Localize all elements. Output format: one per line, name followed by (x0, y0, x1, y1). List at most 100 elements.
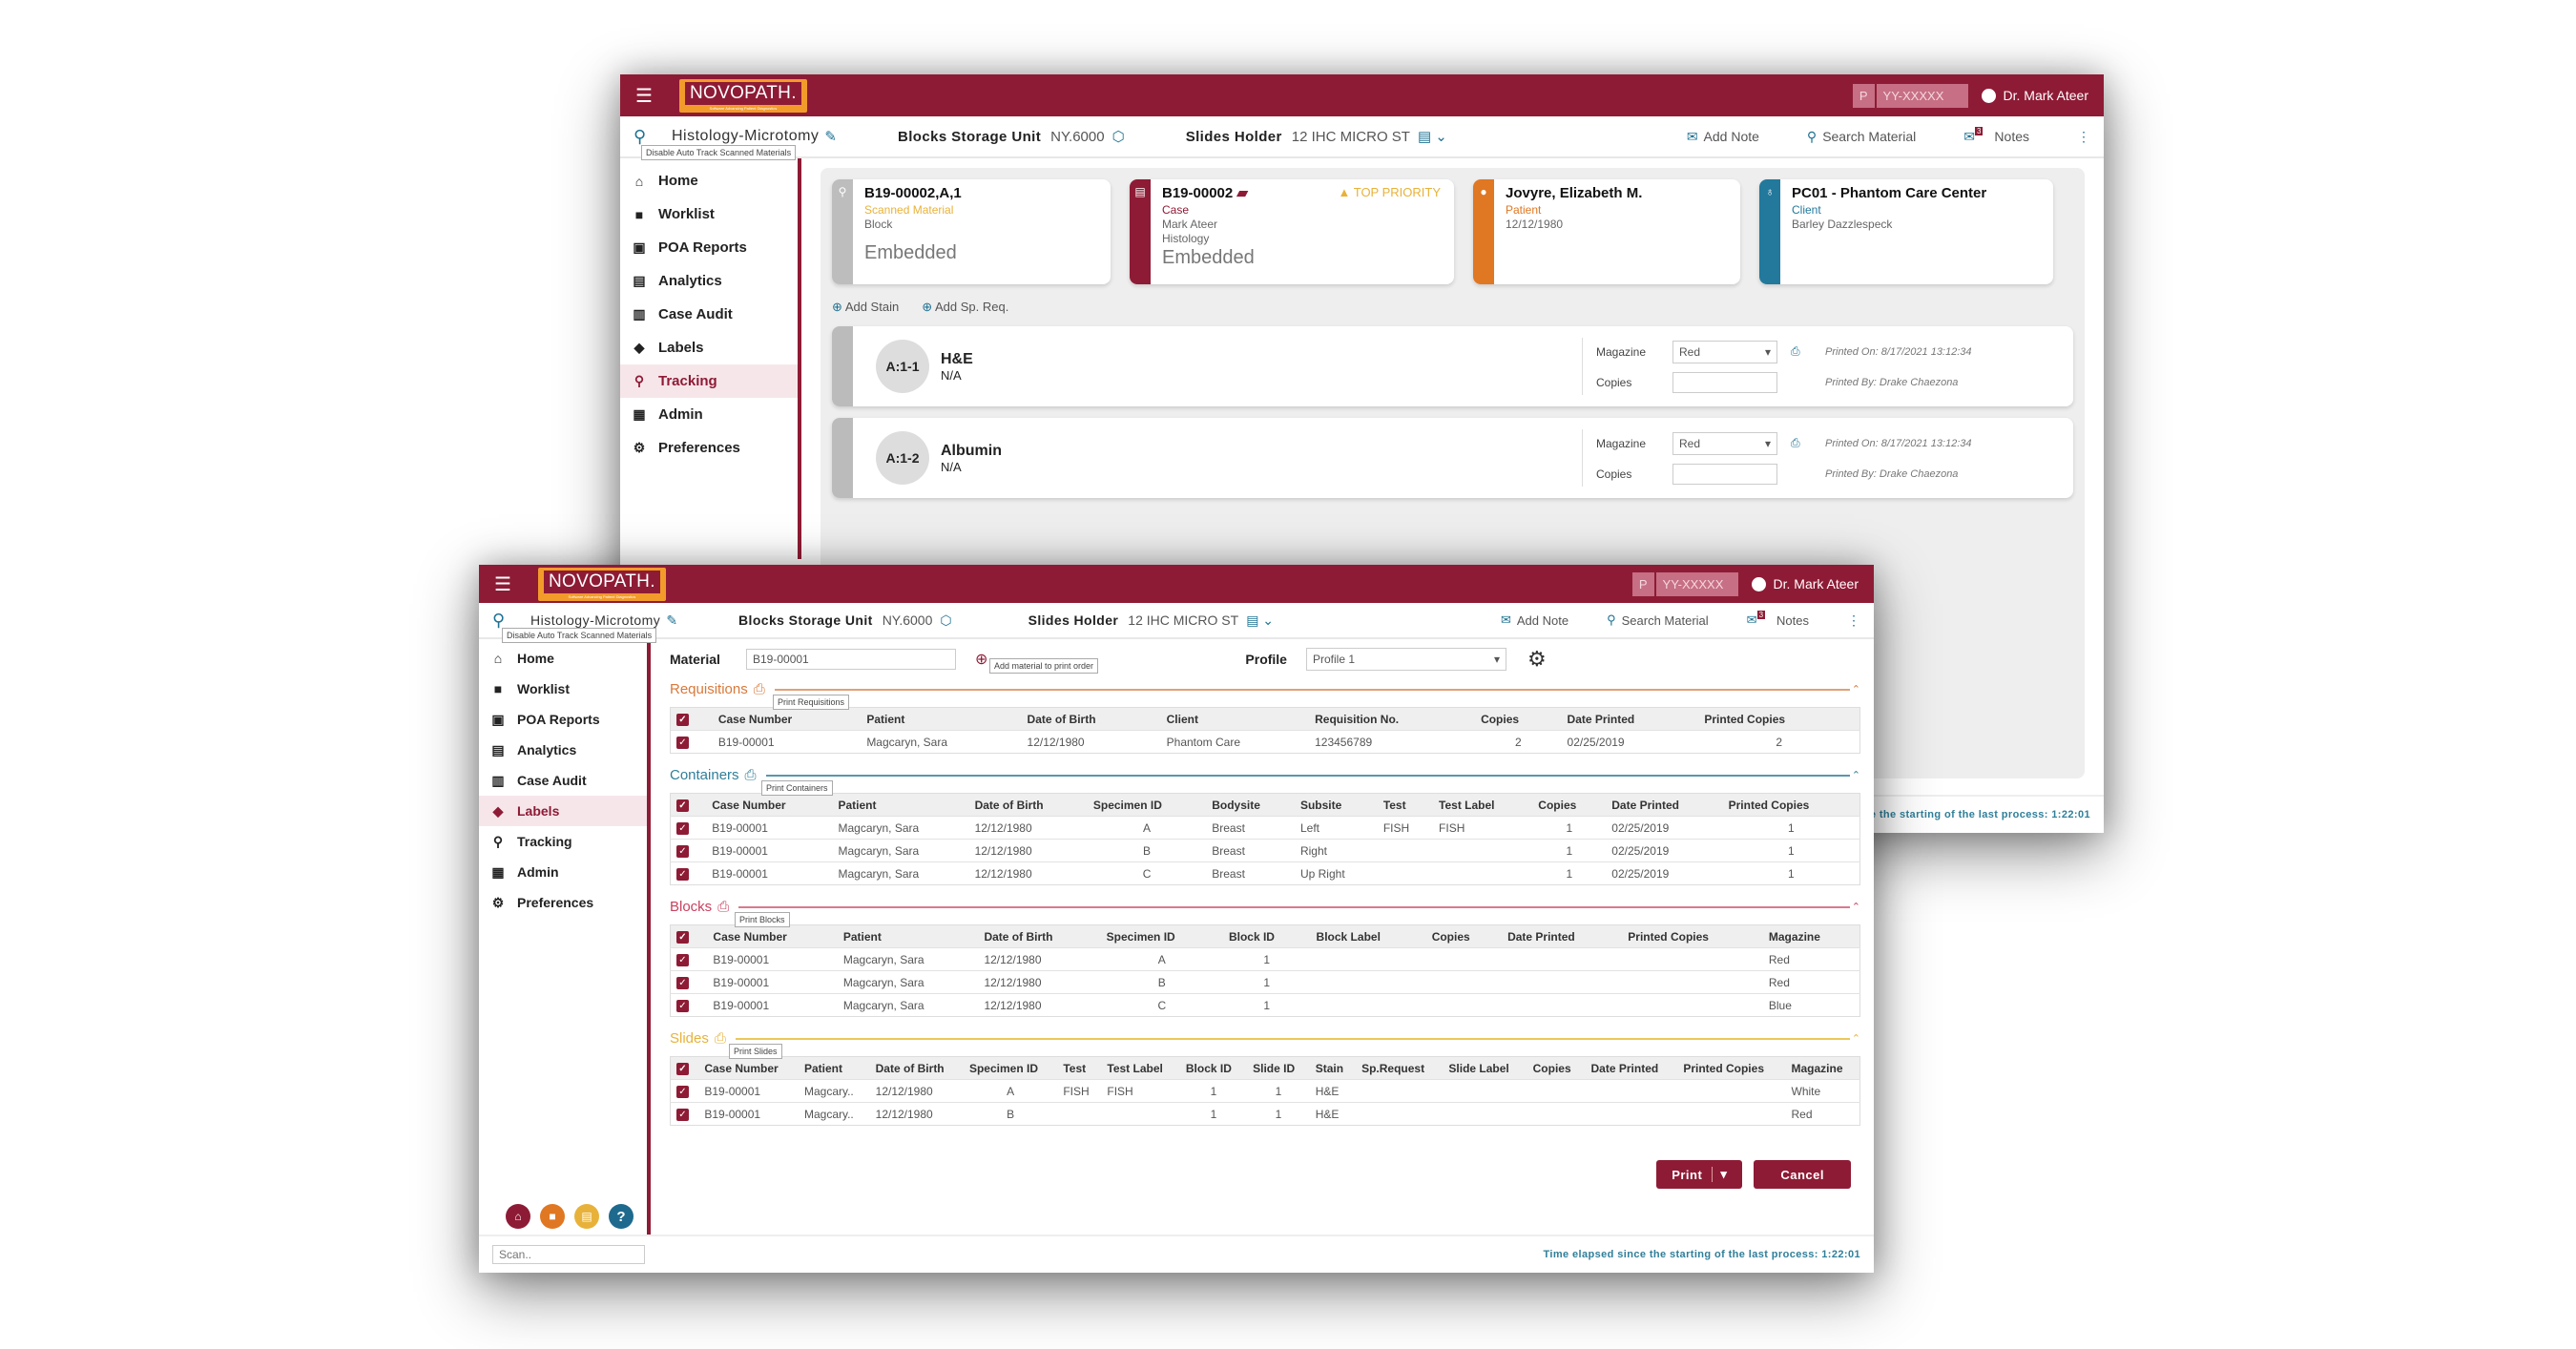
add-note-button[interactable]: ✉ Add Note (1686, 128, 1759, 145)
user-menu[interactable]: Dr. Mark Ateer (1981, 88, 2088, 103)
edit-pencil-icon[interactable]: ✎ (824, 129, 837, 145)
table-row[interactable]: ✓ B19-00001 Magcaryn, Sara 12/12/1980 Phanto… (670, 730, 1860, 754)
settings-gear-icon[interactable]: ⚙ (1527, 647, 1547, 671)
print-slides-icon[interactable]: ⎙ (714, 1030, 726, 1047)
more-icon[interactable]: ⋮ (1847, 612, 1860, 628)
add-material-icon[interactable]: ⊕ (975, 652, 988, 668)
add-sp-req-button[interactable]: ⊕ Add Sp. Req. (922, 300, 1009, 314)
case-search[interactable]: P YY-XXXXX (1631, 571, 1738, 596)
add-note-button[interactable]: ✉ Add Note (1500, 612, 1569, 628)
table-row[interactable]: ✓ B19-00001 Magcaryn, Sara 12/12/1980 A 1 Red (670, 947, 1860, 971)
collapse-icon[interactable]: ⌃ (1851, 1033, 1860, 1045)
briefcase-circle-icon[interactable]: ■ (540, 1204, 565, 1229)
table-row[interactable]: ✓ B19-00001 Magcary.. 12/12/1980 A FISH FISH 1 1… (670, 1079, 1860, 1103)
table-row[interactable]: ✓ B19-00001 Magcaryn, Sara 12/12/1980 C Breas… (670, 861, 1860, 885)
table-row[interactable]: ✓ B19-00001 Magcaryn, Sara 12/12/1980 C 1 Blue (670, 993, 1860, 1017)
cancel-button[interactable]: Cancel (1754, 1160, 1851, 1189)
row-checkbox[interactable]: ✓ (676, 1000, 689, 1012)
magazine-select[interactable]: Red ▾ (1672, 340, 1777, 363)
location-pin-icon[interactable]: ⚲ (492, 610, 506, 630)
slides-holder-icon[interactable]: ▤ ⌄ (1246, 612, 1275, 628)
edit-pencil-icon[interactable]: ✎ (666, 612, 678, 628)
sidebar-item-tracking[interactable]: ⚲ Tracking (479, 826, 647, 857)
sidebar-item-poa-reports[interactable]: ▣ POA Reports (633, 239, 747, 256)
copies-input[interactable] (1672, 463, 1777, 485)
collapse-icon[interactable]: ⌃ (1851, 684, 1860, 695)
print-requisitions-icon[interactable]: ⎙ (753, 681, 765, 697)
sidebar-item-analytics[interactable]: ▤ Analytics (633, 273, 722, 289)
case-search[interactable]: P YY-XXXXX (1852, 83, 1968, 108)
notes-button[interactable]: ✉ 3 Notes (1746, 610, 1809, 628)
table-row[interactable]: ✓ B19-00001 Magcary.. 12/12/1980 B 1 1 H&E Red (670, 1102, 1860, 1126)
storage-scan-icon[interactable]: ⬡ (940, 612, 952, 628)
sidebar-item-preferences[interactable]: ⚙ Preferences (491, 894, 594, 911)
print-containers-icon[interactable]: ⎙ (744, 767, 757, 783)
row-checkbox[interactable]: ✓ (676, 954, 689, 966)
search-material-button[interactable]: ⚲ Search Material (1607, 612, 1709, 628)
row-checkbox[interactable]: ✓ (676, 822, 689, 835)
more-icon[interactable]: ⋮ (2077, 128, 2090, 144)
edit-icon[interactable] (832, 418, 853, 498)
sidebar-item-worklist[interactable]: ■ Worklist (479, 674, 647, 704)
sidebar-item-worklist[interactable]: ■ Worklist (620, 197, 798, 231)
sidebar-item-preferences[interactable]: ⚙ Preferences (633, 440, 740, 456)
sidebar-item-tracking[interactable]: ⚲ Tracking (620, 364, 798, 398)
add-stain-button[interactable]: ⊕ Add Stain (832, 300, 900, 314)
row-checkbox[interactable]: ✓ (676, 868, 689, 881)
sidebar-item-home[interactable]: ⌂ Home (620, 164, 798, 197)
location-pin-icon[interactable]: ⚲ (634, 126, 647, 146)
user-menu[interactable]: Dr. Mark Ateer (1751, 576, 1859, 591)
analytics-circle-icon[interactable]: ▤ (574, 1204, 599, 1229)
search-material-button[interactable]: ⚲ Search Material (1806, 128, 1917, 145)
home-circle-icon[interactable]: ⌂ (506, 1204, 530, 1229)
edit-icon[interactable] (832, 326, 853, 406)
sidebar-item-labels[interactable]: ◆ Labels (620, 331, 798, 364)
novopath-logo: NOVOPATH. Software Advancing Patient Diag… (679, 78, 807, 113)
select-all-checkbox[interactable]: ✓ (676, 799, 689, 812)
printer-icon[interactable]: ⎙ (1791, 344, 1800, 358)
copies-input[interactable] (1672, 371, 1777, 393)
patient-card[interactable]: ● Jovyre, Elizabeth M. Patient 12/12/1980 (1473, 179, 1740, 284)
scan-input[interactable] (492, 1245, 645, 1264)
sidebar-item-admin[interactable]: ▦ Admin (633, 406, 703, 423)
magazine-select[interactable]: Red ▾ (1672, 431, 1777, 455)
sidebar-item-labels[interactable]: ◆ Labels (479, 796, 647, 826)
sidebar-item-case-audit[interactable]: ▥ Case Audit (633, 306, 733, 322)
menu-icon[interactable]: ☰ (635, 85, 653, 107)
material-input[interactable] (746, 649, 956, 670)
notes-button[interactable]: ✉ 3 Notes (1963, 126, 2029, 144)
collapse-icon[interactable]: ⌃ (1851, 902, 1860, 913)
profile-select[interactable]: Profile 1 ▾ (1305, 648, 1506, 671)
row-checkbox[interactable]: ✓ (676, 845, 689, 858)
sidebar-item-home[interactable]: ⌂ Home (479, 643, 647, 674)
table-row[interactable]: ✓ B19-00001 Magcaryn, Sara 12/12/1980 B 1 Red (670, 970, 1860, 994)
sidebar-item-analytics[interactable]: ▤ Analytics (491, 741, 577, 758)
sidebar-item-admin[interactable]: ▦ Admin (491, 863, 559, 881)
table-row[interactable]: ✓ B19-00001 Magcaryn, Sara 12/12/1980 A Breas… (670, 816, 1860, 840)
containers-table: ✓ Case Number Patient Date of Birth Specimen… (670, 793, 1860, 885)
scanned-material-card[interactable]: ⚲ B19-00002,A,1 Scanned Material Block Embe… (832, 179, 1111, 284)
printer-icon[interactable]: ⎙ (1791, 436, 1800, 449)
slides-holder-icon[interactable]: ▤ ⌄ (1417, 129, 1447, 145)
client-card[interactable]: ♁ PC01 - Phantom Care Center Client Barley… (1759, 179, 2053, 284)
sidebar-item-case-audit[interactable]: ▥ Case Audit (491, 772, 587, 789)
select-all-checkbox[interactable]: ✓ (676, 714, 689, 726)
table-row[interactable]: ✓ B19-00001 Magcaryn, Sara 12/12/1980 B Breas… (670, 839, 1860, 862)
print-blocks-icon[interactable]: ⎙ (717, 899, 730, 915)
case-card[interactable]: ▤ B19-00002 ▰ Case Mark Ateer Histology Embe… (1130, 179, 1454, 284)
help-icon[interactable]: ? (609, 1204, 634, 1229)
storage-scan-icon[interactable]: ⬡ (1111, 129, 1125, 145)
select-all-checkbox[interactable]: ✓ (676, 1063, 689, 1075)
menu-icon[interactable]: ☰ (494, 573, 511, 595)
slides-section: Slides ⎙ ⌃ Print Slides (670, 1030, 1860, 1059)
print-dropdown-icon[interactable]: ▾ (1712, 1167, 1727, 1182)
sidebar-item-poa-reports[interactable]: ▣ POA Reports (491, 711, 600, 728)
audit-icon: ▥ (633, 306, 646, 322)
select-all-checkbox[interactable]: ✓ (676, 931, 689, 944)
row-checkbox[interactable]: ✓ (676, 977, 689, 989)
row-checkbox[interactable]: ✓ (676, 1109, 689, 1121)
row-checkbox[interactable]: ✓ (676, 737, 689, 749)
row-checkbox[interactable]: ✓ (676, 1086, 689, 1098)
print-button[interactable]: Print ▾ (1656, 1160, 1743, 1189)
collapse-icon[interactable]: ⌃ (1851, 770, 1860, 781)
